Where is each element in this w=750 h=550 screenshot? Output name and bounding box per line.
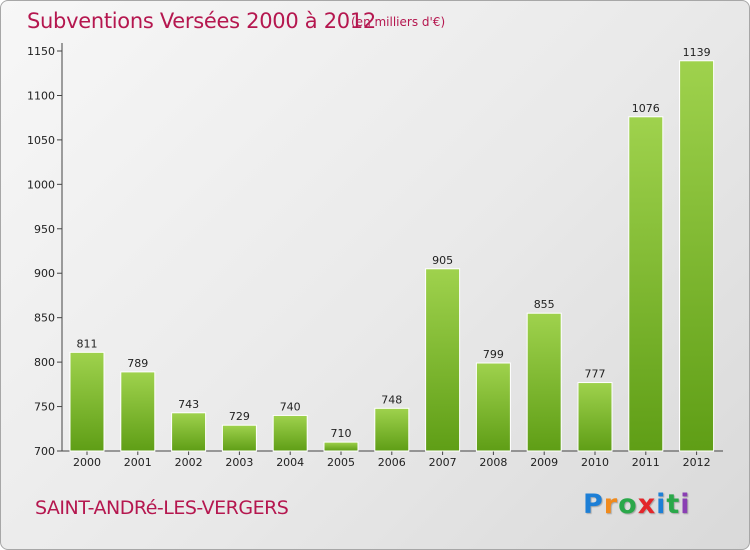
data-label: 905 xyxy=(432,254,453,267)
y-tick-label: 1000 xyxy=(27,178,55,191)
x-tick-label: 2009 xyxy=(530,456,558,469)
data-label: 740 xyxy=(280,400,301,413)
logo-letter: o xyxy=(618,489,638,520)
y-tick-label: 900 xyxy=(34,267,55,280)
data-label: 777 xyxy=(585,368,606,381)
bar xyxy=(272,414,308,452)
data-label: 789 xyxy=(127,357,148,370)
logo-letter: P xyxy=(583,489,604,520)
bar xyxy=(577,382,613,452)
data-label: 1076 xyxy=(632,102,660,115)
logo-letter: x xyxy=(637,489,657,520)
x-tick-label: 2003 xyxy=(225,456,253,469)
bar xyxy=(171,412,207,452)
data-label: 811 xyxy=(77,337,98,350)
data-label: 799 xyxy=(483,348,504,361)
x-tick-label: 2012 xyxy=(683,456,711,469)
y-tick-label: 950 xyxy=(34,223,55,236)
data-label: 729 xyxy=(229,410,250,423)
bar xyxy=(475,362,511,452)
commune-name: SAINT-ANDRé-LES-VERGERS xyxy=(35,497,289,519)
data-label: 743 xyxy=(178,398,199,411)
y-tick-label: 850 xyxy=(34,312,55,325)
x-tick-label: 2008 xyxy=(479,456,507,469)
bar xyxy=(221,424,257,452)
chart-bars xyxy=(69,60,715,452)
bar xyxy=(628,116,664,452)
y-tick-label: 800 xyxy=(34,356,55,369)
x-tick-label: 2006 xyxy=(378,456,406,469)
y-tick-label: 750 xyxy=(34,401,55,414)
chart-axes: 700 750 800 850 900 950 1000 1050 1100 1150 xyxy=(27,43,723,458)
bar xyxy=(323,441,359,452)
logo-letter: i xyxy=(680,489,691,520)
x-tick-label: 2000 xyxy=(73,456,101,469)
x-tick-label: 2007 xyxy=(429,456,457,469)
chart-title: Subventions Versées 2000 à 2012 xyxy=(27,9,376,33)
x-tick-label: 2001 xyxy=(124,456,152,469)
logo-letter: r xyxy=(603,489,619,520)
logo-letter: t xyxy=(666,489,681,520)
data-label: 855 xyxy=(534,298,555,311)
chart-labels: 2000 811 2001 789 2002 743 2003 729 2004 740 2005 7… xyxy=(73,46,711,469)
x-tick-label: 2011 xyxy=(632,456,660,469)
bar xyxy=(679,60,715,452)
y-tick-label: 1150 xyxy=(27,45,55,58)
x-tick-label: 2004 xyxy=(276,456,304,469)
bar xyxy=(120,371,156,452)
data-label: 748 xyxy=(381,393,402,406)
x-tick-label: 2005 xyxy=(327,456,355,469)
x-tick-label: 2010 xyxy=(581,456,609,469)
bar xyxy=(425,268,461,452)
bar xyxy=(69,351,105,452)
bar xyxy=(374,407,410,452)
bar xyxy=(526,312,562,452)
proxiti-logo: Proxiti xyxy=(583,489,691,520)
data-label: 710 xyxy=(331,427,352,440)
logo-letter: i xyxy=(656,489,667,520)
y-tick-label: 1050 xyxy=(27,134,55,147)
data-label: 1139 xyxy=(683,46,711,59)
chart-subtitle: (en milliers d'€) xyxy=(351,15,446,29)
y-tick-label: 700 xyxy=(34,445,55,458)
y-tick-label: 1100 xyxy=(27,89,55,102)
x-tick-label: 2002 xyxy=(175,456,203,469)
